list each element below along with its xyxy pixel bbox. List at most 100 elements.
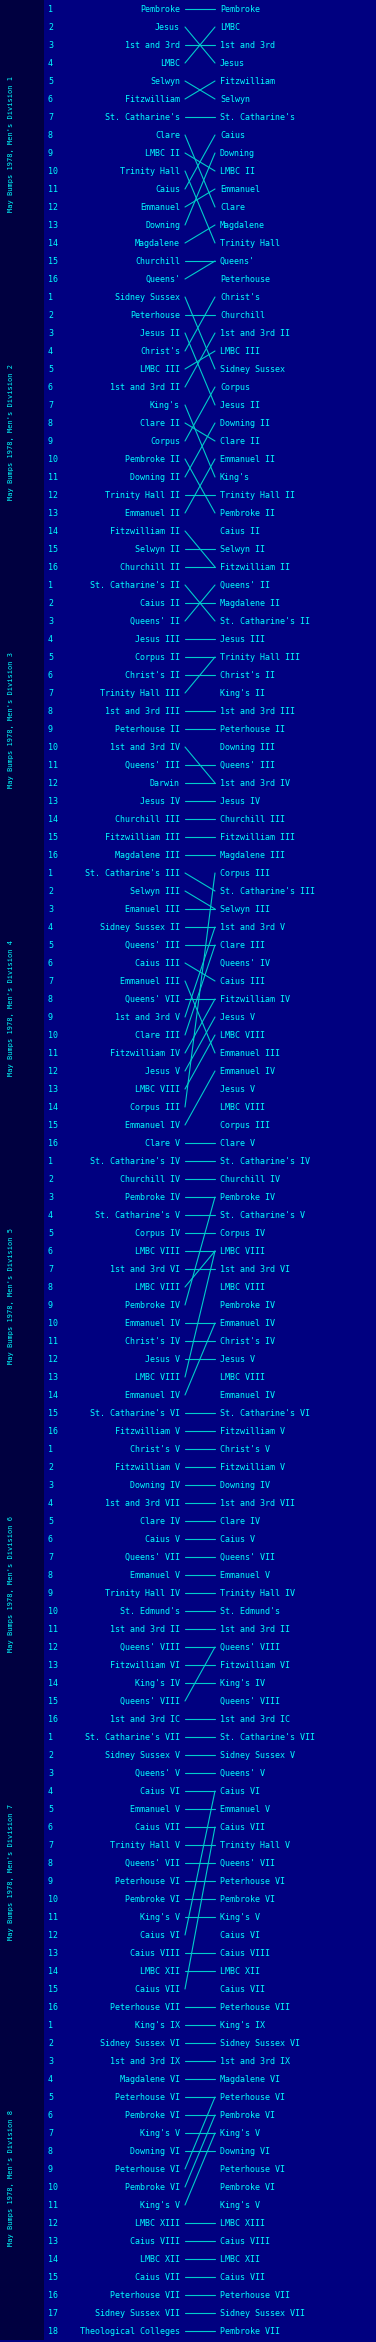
Text: Emmanuel V: Emmanuel V <box>130 1803 180 1813</box>
Text: Queens' III: Queens' III <box>125 761 180 771</box>
Text: Christ's II: Christ's II <box>125 670 180 679</box>
Text: Downing IV: Downing IV <box>220 1480 270 1490</box>
Text: Trinity Hall III: Trinity Hall III <box>100 689 180 698</box>
Text: St. Edmund's: St. Edmund's <box>220 1607 280 1616</box>
Text: Fitzwilliam V: Fitzwilliam V <box>115 1461 180 1471</box>
Text: 8: 8 <box>48 2148 53 2155</box>
Text: LMBC XIII: LMBC XIII <box>220 2218 265 2227</box>
Text: Trinity Hall V: Trinity Hall V <box>220 1841 290 1850</box>
Text: Trinity Hall: Trinity Hall <box>120 166 180 176</box>
Bar <box>0 2016 44 2340</box>
Text: St. Catharine's VI: St. Catharine's VI <box>90 1408 180 1417</box>
Text: LMBC XII: LMBC XII <box>220 2255 260 2262</box>
Text: LMBC XII: LMBC XII <box>140 2255 180 2262</box>
Text: 1: 1 <box>48 293 53 302</box>
Text: 7: 7 <box>48 1841 53 1850</box>
Text: 1st and 3rd: 1st and 3rd <box>220 40 275 49</box>
Text: 10: 10 <box>48 742 58 752</box>
Text: Peterhouse VII: Peterhouse VII <box>110 2002 180 2012</box>
Text: 11: 11 <box>48 761 58 771</box>
Text: 5: 5 <box>48 365 53 372</box>
Text: Caius VII: Caius VII <box>135 2272 180 2281</box>
Text: Emmanuel: Emmanuel <box>220 185 260 194</box>
Text: Christ's IV: Christ's IV <box>125 1337 180 1347</box>
Text: Fitzwilliam: Fitzwilliam <box>125 94 180 103</box>
Text: Fitzwilliam: Fitzwilliam <box>220 77 275 87</box>
Text: LMBC III: LMBC III <box>140 365 180 372</box>
Text: 14: 14 <box>48 239 58 248</box>
Text: Selwyn: Selwyn <box>220 94 250 103</box>
Text: 15: 15 <box>48 1696 58 1705</box>
Text: Caius VII: Caius VII <box>220 2272 265 2281</box>
Text: 4: 4 <box>48 347 53 356</box>
Text: Caius VI: Caius VI <box>140 1930 180 1939</box>
Text: 5: 5 <box>48 1518 53 1525</box>
Text: 2: 2 <box>48 1173 53 1183</box>
Text: 12: 12 <box>48 1066 58 1075</box>
Text: 6: 6 <box>48 1246 53 1255</box>
Text: Jesus V: Jesus V <box>220 1084 255 1094</box>
Text: LMBC VIII: LMBC VIII <box>135 1372 180 1382</box>
Text: St. Catharine's V: St. Catharine's V <box>220 1211 305 1220</box>
Text: 4: 4 <box>48 1787 53 1796</box>
Text: Peterhouse VI: Peterhouse VI <box>115 2091 180 2101</box>
Text: 6: 6 <box>48 94 53 103</box>
Text: Pembroke VI: Pembroke VI <box>125 2110 180 2120</box>
Text: King's V: King's V <box>140 2201 180 2209</box>
Text: 7: 7 <box>48 400 53 410</box>
Text: 14: 14 <box>48 2255 58 2262</box>
Text: Pembroke IV: Pembroke IV <box>125 1300 180 1309</box>
Text: Trinity Hall: Trinity Hall <box>220 239 280 248</box>
Text: Clare II: Clare II <box>220 436 260 445</box>
Text: LMBC VIII: LMBC VIII <box>220 1030 265 1040</box>
Text: Caius III: Caius III <box>135 958 180 967</box>
Text: Peterhouse VII: Peterhouse VII <box>220 2002 290 2012</box>
Text: 1st and 3rd VII: 1st and 3rd VII <box>220 1499 295 1508</box>
Text: Jesus: Jesus <box>220 59 245 68</box>
Text: King's IV: King's IV <box>135 1679 180 1689</box>
Text: Jesus III: Jesus III <box>220 635 265 644</box>
Text: Caius II: Caius II <box>140 600 180 607</box>
Text: Corpus IV: Corpus IV <box>220 1230 265 1237</box>
Text: St. Catharine's VII: St. Catharine's VII <box>85 1733 180 1742</box>
Text: King's II: King's II <box>220 689 265 698</box>
Text: LMBC VIII: LMBC VIII <box>135 1283 180 1290</box>
Text: 9: 9 <box>48 724 53 733</box>
Text: 16: 16 <box>48 274 58 283</box>
Text: Jesus V: Jesus V <box>145 1354 180 1363</box>
Text: Caius: Caius <box>220 131 245 141</box>
Text: 1: 1 <box>48 1445 53 1454</box>
Text: 10: 10 <box>48 454 58 464</box>
Text: 1st and 3rd III: 1st and 3rd III <box>105 707 180 717</box>
Text: Magdalene VI: Magdalene VI <box>220 2075 280 2084</box>
Text: Caius III: Caius III <box>220 977 265 986</box>
Text: 1st and 3rd II: 1st and 3rd II <box>220 1625 290 1632</box>
Text: 12: 12 <box>48 1930 58 1939</box>
Text: Churchill III: Churchill III <box>115 815 180 824</box>
Text: Trinity Hall V: Trinity Hall V <box>110 1841 180 1850</box>
Text: Pembroke VI: Pembroke VI <box>125 2183 180 2192</box>
Text: Jesus V: Jesus V <box>220 1012 255 1021</box>
Text: 6: 6 <box>48 958 53 967</box>
Text: 1st and 3rd VI: 1st and 3rd VI <box>110 1265 180 1274</box>
Text: Caius V: Caius V <box>145 1534 180 1543</box>
Text: 6: 6 <box>48 382 53 391</box>
Text: LMBC II: LMBC II <box>220 166 255 176</box>
Text: 11: 11 <box>48 1049 58 1059</box>
Text: LMBC VIII: LMBC VIII <box>220 1246 265 1255</box>
Text: Emmanuel IV: Emmanuel IV <box>125 1319 180 1328</box>
Text: 6: 6 <box>48 1534 53 1543</box>
Text: 15: 15 <box>48 258 58 265</box>
Text: 3: 3 <box>48 1768 53 1778</box>
Text: 1st and 3rd II: 1st and 3rd II <box>110 382 180 391</box>
Text: Sidney Sussex VI: Sidney Sussex VI <box>220 2038 300 2047</box>
Text: St. Catharine's V: St. Catharine's V <box>95 1211 180 1220</box>
Text: Trinity Hall II: Trinity Hall II <box>220 489 295 499</box>
Text: LMBC VIII: LMBC VIII <box>220 1372 265 1382</box>
Text: Trinity Hall IV: Trinity Hall IV <box>105 1588 180 1597</box>
Text: Fitzwilliam II: Fitzwilliam II <box>110 527 180 536</box>
Text: 9: 9 <box>48 1012 53 1021</box>
Text: Sidney Sussex V: Sidney Sussex V <box>105 1749 180 1759</box>
Text: Corpus: Corpus <box>150 436 180 445</box>
Text: St. Catharine's IV: St. Catharine's IV <box>220 1157 310 1166</box>
